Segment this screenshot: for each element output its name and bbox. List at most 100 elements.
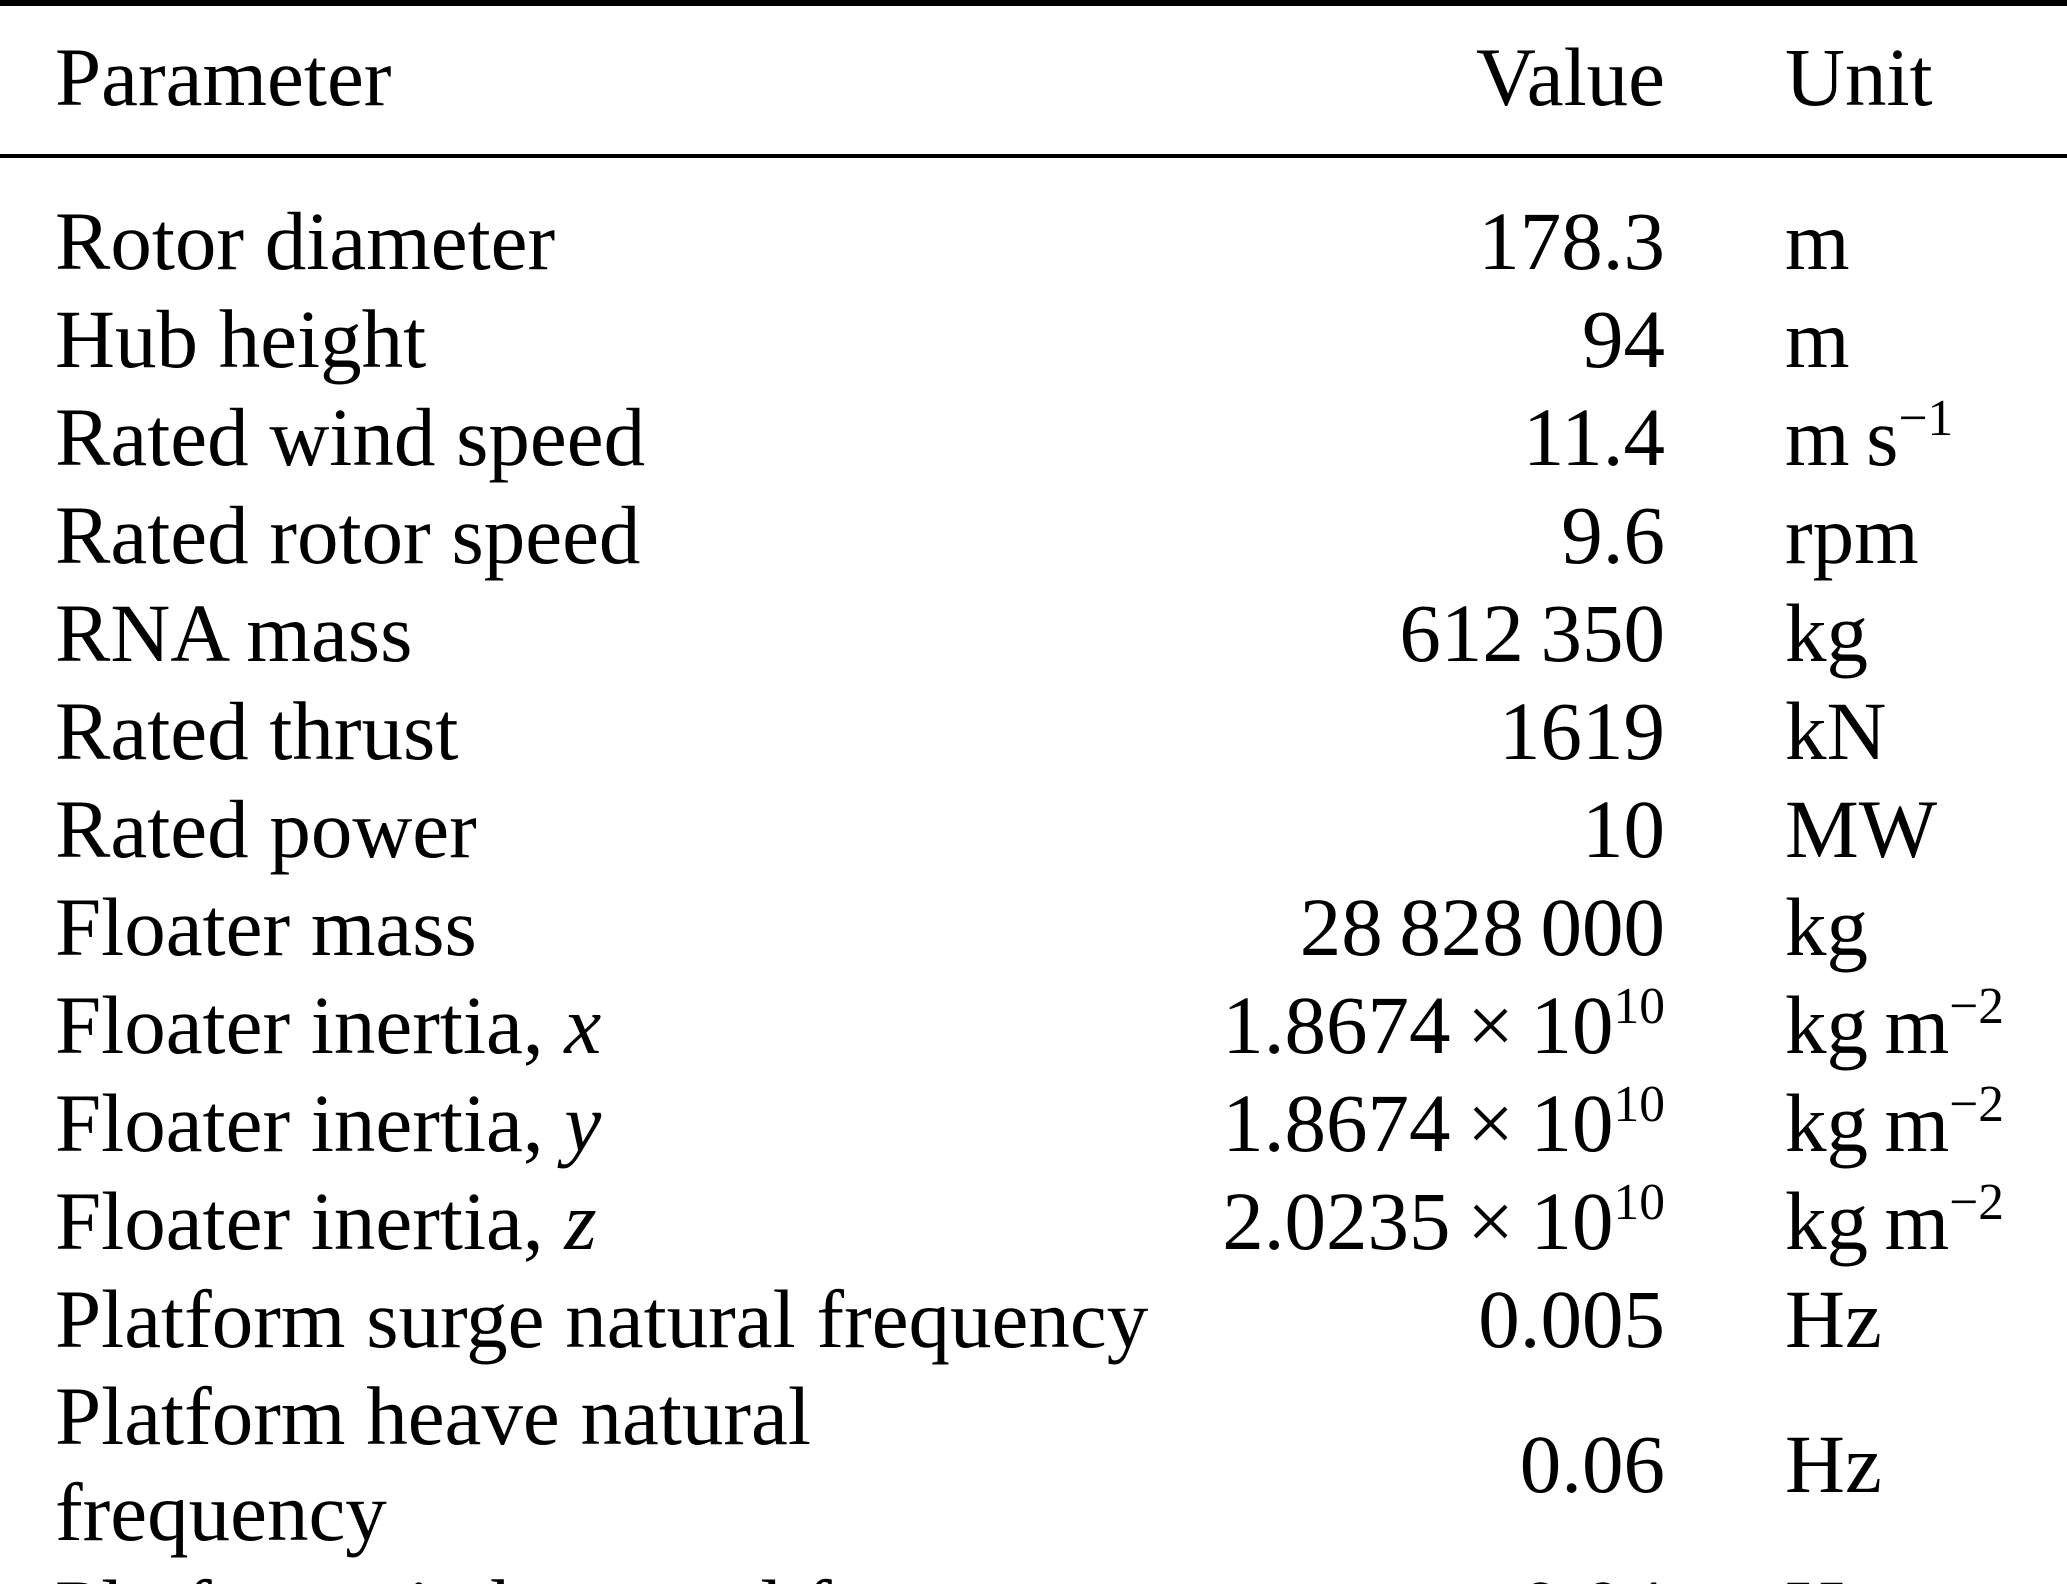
header-row: Parameter Value Unit xyxy=(0,3,2067,158)
value-text: 94 xyxy=(1582,293,1665,385)
param-cell: Rated wind speed xyxy=(0,388,1160,486)
table-row: Rotor diameter 178.3 m xyxy=(0,156,2067,290)
value-text: 178.3 xyxy=(1478,195,1665,287)
param-cell: Platform heave natural frequency xyxy=(0,1368,1160,1560)
value-cell: 28 828 000 xyxy=(1160,878,1665,976)
table-row: Rated wind speed 11.4 m s−1 xyxy=(0,388,2067,486)
unit-cell: m s−1 xyxy=(1665,388,2067,486)
table-row: Floater inertia, y 1.8674 × 1010 kg m−2 xyxy=(0,1074,2067,1172)
value-cell: 10 xyxy=(1160,780,1665,878)
param-label: Floater inertia, xyxy=(55,1077,565,1169)
value-text: 1.8674 × 10 xyxy=(1222,979,1614,1071)
table-row: Platform pitch natural frequency 0.04 Hz xyxy=(0,1560,2067,1584)
param-label: Floater inertia, xyxy=(55,979,565,1071)
value-text: 0.06 xyxy=(1519,1418,1665,1510)
table-row: Rated power 10 MW xyxy=(0,780,2067,878)
table-row: Rated thrust 1619 kN xyxy=(0,682,2067,780)
param-label: Platform heave natural frequency xyxy=(55,1370,811,1558)
param-cell: Rated power xyxy=(0,780,1160,878)
unit-text: kN xyxy=(1785,685,1887,777)
value-text: 9.6 xyxy=(1561,489,1665,581)
unit-text: kg m xyxy=(1785,1175,1950,1267)
table-row: Hub height 94 m xyxy=(0,290,2067,388)
unit-cell: Hz xyxy=(1665,1270,2067,1368)
value-cell: 0.04 xyxy=(1160,1560,1665,1584)
unit-cell: kg m−2 xyxy=(1665,1074,2067,1172)
table-row: Platform surge natural frequency 0.005 H… xyxy=(0,1270,2067,1368)
param-label: Rated power xyxy=(55,783,477,875)
unit-cell: Hz xyxy=(1665,1368,2067,1560)
unit-text: kg xyxy=(1785,587,1868,679)
unit-text: m xyxy=(1785,293,1850,385)
unit-cell: kg xyxy=(1665,878,2067,976)
param-cell: Floater inertia, x xyxy=(0,976,1160,1074)
param-label: Platform surge natural frequency xyxy=(55,1273,1149,1365)
value-cell: 1.8674 × 1010 xyxy=(1160,976,1665,1074)
table-row: Rated rotor speed 9.6 rpm xyxy=(0,486,2067,584)
table-row: Floater mass 28 828 000 kg xyxy=(0,878,2067,976)
unit-cell: kg m−2 xyxy=(1665,1172,2067,1270)
value-exponent: 10 xyxy=(1613,1076,1665,1134)
value-cell: 0.06 xyxy=(1160,1368,1665,1560)
param-label: Platform pitch natural frequency xyxy=(55,1563,1136,1584)
param-cell: Floater inertia, y xyxy=(0,1074,1160,1172)
param-label: Floater inertia, xyxy=(55,1175,565,1267)
unit-text: m s xyxy=(1785,391,1899,483)
column-header-unit: Unit xyxy=(1665,3,2067,158)
param-label: RNA mass xyxy=(55,587,413,679)
unit-cell: rpm xyxy=(1665,486,2067,584)
param-cell: Rotor diameter xyxy=(0,156,1160,290)
value-exponent: 10 xyxy=(1613,978,1665,1036)
unit-cell: kg xyxy=(1665,584,2067,682)
param-label: Rated wind speed xyxy=(55,391,646,483)
param-label: Rated rotor speed xyxy=(55,489,641,581)
value-cell: 0.005 xyxy=(1160,1270,1665,1368)
param-variable: x xyxy=(564,979,602,1071)
value-text: 2.0235 × 10 xyxy=(1222,1175,1614,1267)
unit-cell: m xyxy=(1665,290,2067,388)
table-header: Parameter Value Unit xyxy=(0,3,2067,158)
table-row: Floater inertia, x 1.8674 × 1010 kg m−2 xyxy=(0,976,2067,1074)
column-header-parameter: Parameter xyxy=(0,3,1160,158)
unit-cell: Hz xyxy=(1665,1560,2067,1584)
value-text: 0.04 xyxy=(1520,1563,1665,1584)
unit-exponent: −2 xyxy=(1949,978,2004,1036)
unit-text: MW xyxy=(1785,783,1938,875)
param-cell: RNA mass xyxy=(0,584,1160,682)
unit-exponent: −2 xyxy=(1949,1076,2004,1134)
param-cell: Rated rotor speed xyxy=(0,486,1160,584)
value-text: 11.4 xyxy=(1522,391,1665,483)
unit-text: Hz xyxy=(1785,1563,1882,1584)
value-cell: 1619 xyxy=(1160,682,1665,780)
value-cell: 178.3 xyxy=(1160,156,1665,290)
value-cell: 11.4 xyxy=(1160,388,1665,486)
value-text: 612 350 xyxy=(1399,587,1665,679)
value-text: 1619 xyxy=(1499,685,1665,777)
table-body: Rotor diameter 178.3 m Hub height 94 m R… xyxy=(0,156,2067,1584)
param-cell: Platform pitch natural frequency xyxy=(0,1560,1160,1584)
param-cell: Floater inertia, z xyxy=(0,1172,1160,1270)
unit-text: kg m xyxy=(1785,979,1950,1071)
value-text: 28 828 000 xyxy=(1299,881,1665,973)
unit-text: Hz xyxy=(1785,1418,1882,1510)
unit-cell: MW xyxy=(1665,780,2067,878)
param-cell: Platform surge natural frequency xyxy=(0,1270,1160,1368)
value-cell: 94 xyxy=(1160,290,1665,388)
unit-text: rpm xyxy=(1785,489,1919,581)
value-cell: 9.6 xyxy=(1160,486,1665,584)
unit-exponent: −1 xyxy=(1898,390,1954,448)
value-exponent: 10 xyxy=(1613,1174,1665,1232)
param-label: Rated thrust xyxy=(55,685,459,777)
column-header-value: Value xyxy=(1160,3,1665,158)
param-label: Rotor diameter xyxy=(55,195,556,287)
param-label: Floater mass xyxy=(55,881,477,973)
table-row: Floater inertia, z 2.0235 × 1010 kg m−2 xyxy=(0,1172,2067,1270)
unit-cell: m xyxy=(1665,156,2067,290)
value-cell: 1.8674 × 1010 xyxy=(1160,1074,1665,1172)
param-cell: Rated thrust xyxy=(0,682,1160,780)
value-text: 10 xyxy=(1582,783,1665,875)
unit-text: Hz xyxy=(1785,1273,1882,1365)
unit-text: m xyxy=(1785,195,1850,287)
